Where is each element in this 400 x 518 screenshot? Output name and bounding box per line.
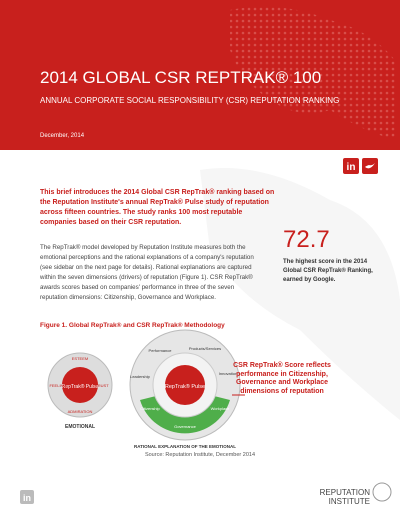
rational-label: RATIONAL EXPLANATION OF THE EMOTIONAL	[134, 444, 236, 449]
intro: This brief introduces the 2014 Global CS…	[40, 189, 275, 226]
logo-text: REPUTATION INSTITUTE	[319, 488, 370, 506]
source: Source: Reputation Institute, December 2…	[144, 452, 256, 458]
subtitle: ANNUAL CORPORATE SOCIAL RESPONSIBILITY (…	[40, 96, 340, 105]
dimension: Innovation	[219, 371, 237, 376]
emotional-label: EMOTIONAL	[65, 424, 95, 430]
pulse-part: TRUST	[95, 383, 109, 388]
linkedin-icon[interactable]	[343, 158, 359, 174]
pulse-core	[62, 367, 98, 403]
figure-title: Figure 1. Global RepTrak® and CSR RepTra…	[40, 322, 225, 329]
pulse-part: ESTEEM	[72, 356, 88, 361]
dimension: Leadership	[130, 374, 151, 379]
map-shade	[200, 168, 400, 420]
linkedin-glyph: in	[347, 162, 356, 173]
dimension: Governance	[174, 424, 197, 429]
twitter-glyph	[365, 163, 375, 169]
score-text: The highest score in the 2014 Global CSR…	[283, 259, 373, 283]
callout: CSR RepTrak® Score reflects performance …	[233, 362, 331, 395]
pulse-part: FEELING	[49, 383, 66, 388]
score: 72.7	[283, 226, 330, 253]
date: December, 2014	[40, 133, 85, 139]
title: 2014 GLOBAL CSR REPTRAK® 100	[40, 68, 322, 87]
model-core	[165, 365, 205, 405]
dimension: Citizenship	[140, 406, 160, 411]
model-core-label: RepTrak® Pulse	[165, 383, 205, 390]
footer-linkedin-glyph: in	[23, 493, 31, 503]
footer-linkedin[interactable]	[20, 490, 34, 504]
pulse-label: RepTrak® Pulse	[62, 383, 99, 390]
body-text: The RepTrak® model developed by Reputati…	[40, 244, 254, 301]
logo-globe	[372, 482, 392, 502]
dimension: Products/Services	[189, 346, 221, 351]
dimension: Performance	[149, 348, 173, 353]
map-dots	[230, 6, 395, 140]
pulse-part: ADMIRATION	[68, 409, 93, 414]
dimension: Workplace	[211, 406, 231, 411]
